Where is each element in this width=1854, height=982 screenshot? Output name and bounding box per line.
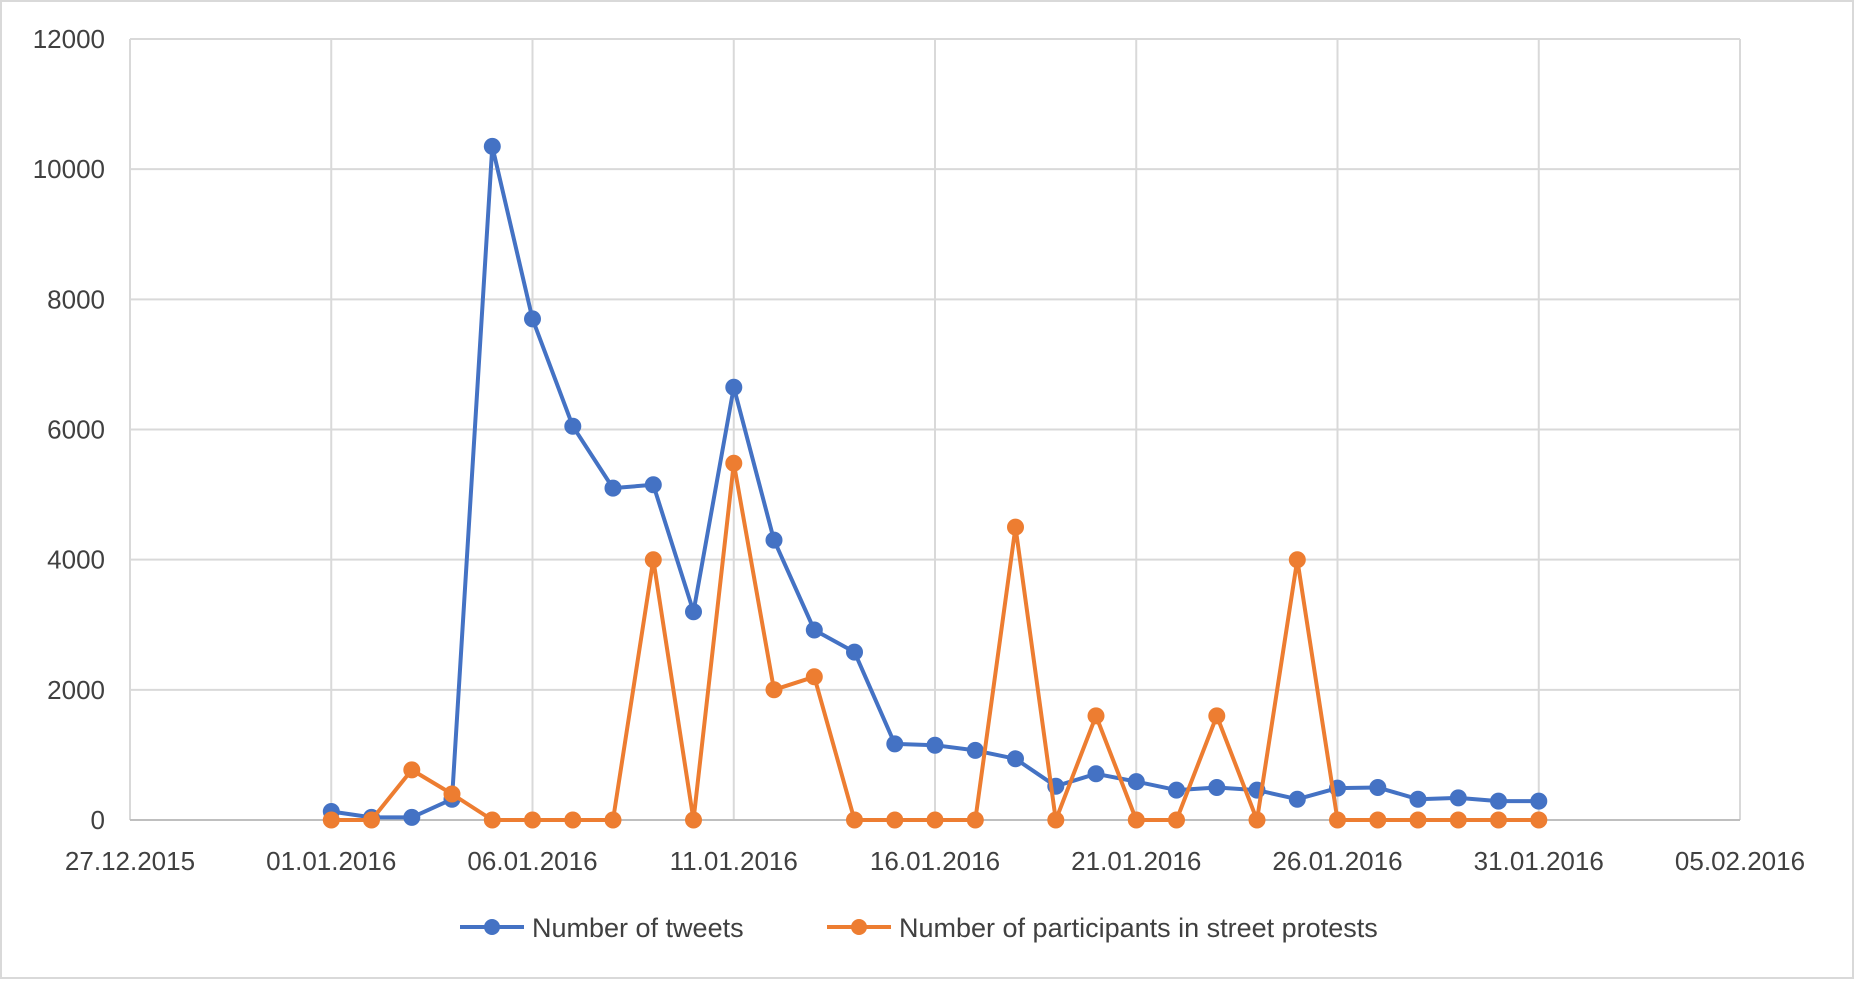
data-point [926,736,944,754]
y-tick-label: 8000 [47,284,105,314]
data-point [725,378,743,396]
data-point [483,137,501,155]
x-tick-label: 06.01.2016 [467,846,597,876]
y-tick-label: 6000 [47,415,105,445]
data-point [564,417,582,435]
data-point [1208,779,1226,796]
data-point [685,603,702,621]
data-point [846,643,863,661]
legend: Number of tweets Number of participants i… [460,913,1378,943]
data-point [1409,790,1427,808]
data-point [644,551,662,569]
data-point [604,811,622,829]
legend-label: Number of participants in street protest… [899,913,1378,943]
data-point [685,811,702,829]
data-point [1288,551,1306,569]
legend-entry: Number of participants in street protest… [827,913,1378,943]
data-point [1248,811,1266,829]
data-point [524,811,541,829]
x-tick-label: 11.01.2016 [670,846,798,876]
data-point [604,479,622,497]
data-point [443,785,461,803]
data-point [1087,707,1105,725]
data-point [886,811,904,829]
data-point [1168,781,1185,799]
y-tick-label: 0 [91,805,105,835]
data-point [1007,518,1024,536]
x-tick-label: 01.01.2016 [266,846,396,876]
data-point [322,811,340,829]
data-point [403,761,421,779]
data-point [1530,792,1548,810]
data-point [483,811,501,829]
x-tick-label: 27.12.2015 [65,846,195,876]
data-point [805,668,823,686]
data-point [765,531,783,549]
data-point [846,811,863,829]
data-point [1087,765,1105,783]
data-point [403,808,421,826]
data-point [805,621,823,639]
data-point [1208,707,1226,725]
x-tick-label: 21.01.2016 [1071,846,1201,876]
series-1 [322,454,1548,829]
data-point [886,735,904,753]
data-point [1127,773,1145,791]
y-tick-label: 12000 [33,24,105,54]
legend-marker [851,919,867,935]
data-point [524,310,541,328]
data-point [1168,811,1185,829]
data-point [1409,811,1427,829]
data-point [1127,811,1145,829]
data-point [644,476,662,494]
x-tick-label: 16.01.2016 [870,846,1000,876]
data-point [1288,790,1306,808]
data-point [1369,811,1387,829]
data-point [765,681,783,699]
data-point [1047,811,1065,829]
axes: 0 2000 4000 6000 8000 10000 12000 27.12.2015 01.… [33,24,1805,876]
plot-area [322,137,1548,829]
data-point [1329,811,1346,829]
data-point [966,811,984,829]
data-point [1530,811,1548,829]
y-tick-label: 10000 [33,154,105,184]
data-point [564,811,582,829]
data-point [1490,792,1507,810]
data-point [1490,811,1507,829]
data-point [363,811,380,829]
x-tick-label: 31.01.2016 [1474,846,1604,876]
data-point [1449,811,1467,829]
x-tick-label: 26.01.2016 [1272,846,1402,876]
data-point [966,741,984,759]
y-tick-label: 4000 [47,545,105,575]
data-point [1449,789,1467,807]
legend-label: Number of tweets [532,913,744,943]
legend-entry: Number of tweets [460,913,744,943]
legend-marker [484,919,500,935]
data-point [725,454,743,472]
data-point [926,811,944,829]
data-point [1369,779,1387,796]
x-tick-label: 05.02.2016 [1675,846,1805,876]
gridlines [129,38,1741,821]
y-tick-label: 2000 [47,675,105,705]
data-point [1007,750,1024,768]
